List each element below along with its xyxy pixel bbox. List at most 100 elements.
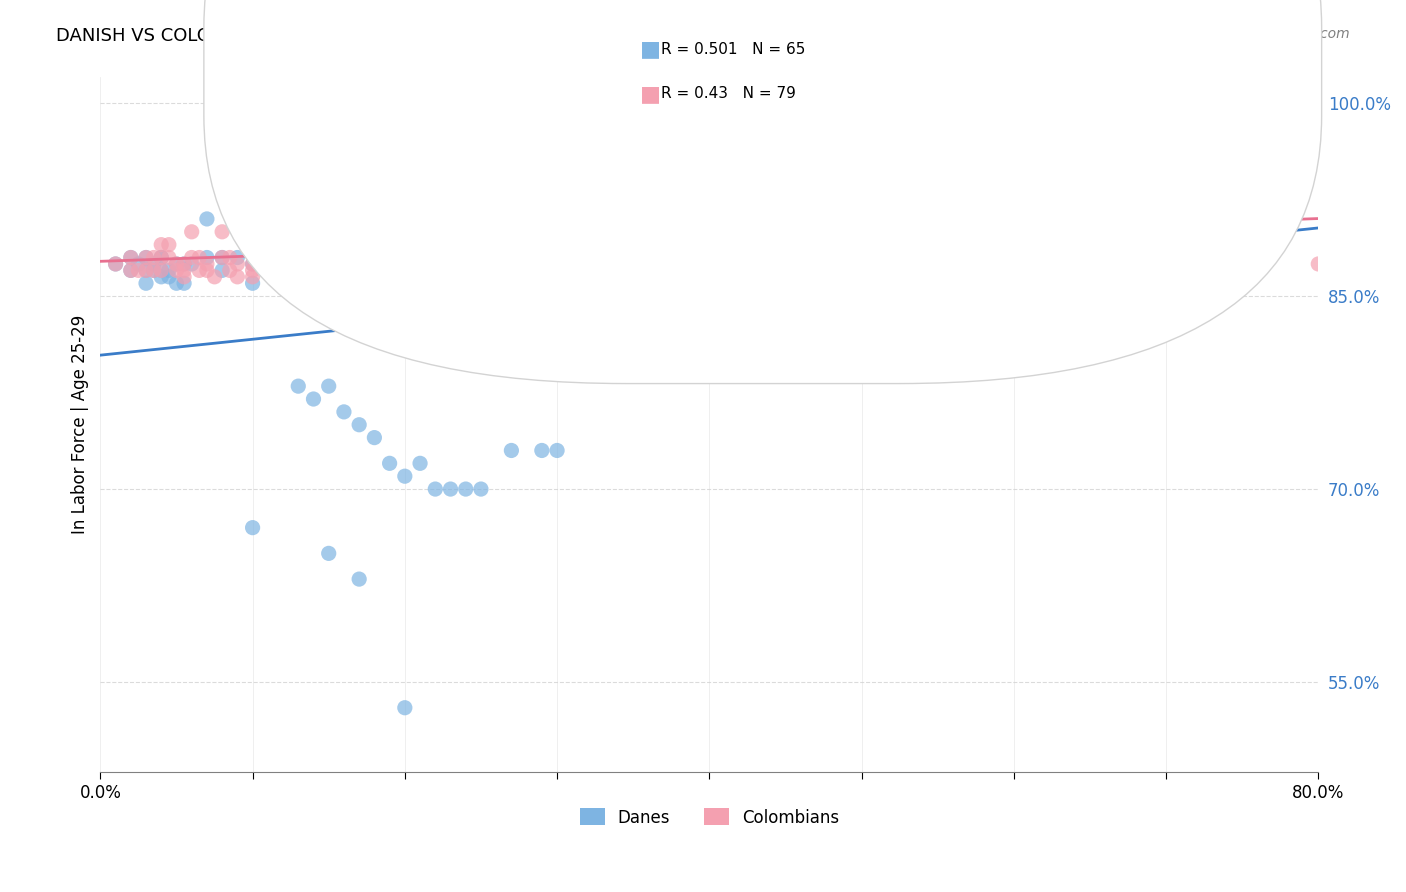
Danes: [1002, 186, 1025, 201]
Colombians: [592, 251, 614, 265]
Danes: [1246, 109, 1268, 123]
Danes: [378, 456, 401, 470]
Colombians: [820, 173, 842, 187]
Colombians: [287, 263, 309, 277]
Colombians: [287, 257, 309, 271]
Colombians: [256, 263, 278, 277]
Colombians: [226, 161, 249, 175]
Danes: [1216, 121, 1239, 136]
Colombians: [120, 263, 142, 277]
Colombians: [347, 237, 370, 252]
Danes: [142, 257, 165, 271]
Danes: [318, 546, 340, 560]
Danes: [211, 251, 233, 265]
Danes: [576, 315, 599, 329]
Danes: [394, 700, 416, 714]
Colombians: [188, 251, 211, 265]
Colombians: [195, 263, 218, 277]
Colombians: [621, 257, 644, 271]
Danes: [120, 263, 142, 277]
Danes: [173, 277, 195, 291]
Danes: [394, 469, 416, 483]
Colombians: [851, 283, 873, 297]
Danes: [668, 277, 690, 291]
Colombians: [394, 263, 416, 277]
Danes: [728, 289, 751, 303]
Danes: [1154, 135, 1177, 149]
Colombians: [378, 257, 401, 271]
Colombians: [242, 263, 264, 277]
Colombians: [621, 96, 644, 111]
Colombians: [592, 96, 614, 111]
Colombians: [759, 257, 782, 271]
Danes: [621, 263, 644, 277]
Colombians: [302, 251, 325, 265]
Danes: [759, 289, 782, 303]
Danes: [851, 263, 873, 277]
Text: R = 0.501   N = 65: R = 0.501 N = 65: [661, 42, 806, 56]
Text: DANISH VS COLOMBIAN IN LABOR FORCE | AGE 25-29 CORRELATION CHART: DANISH VS COLOMBIAN IN LABOR FORCE | AGE…: [56, 27, 741, 45]
Colombians: [668, 96, 690, 111]
Danes: [135, 251, 157, 265]
Danes: [592, 289, 614, 303]
Colombians: [759, 96, 782, 111]
Colombians: [363, 263, 385, 277]
Danes: [1185, 121, 1208, 136]
Danes: [195, 211, 218, 226]
Colombians: [637, 251, 659, 265]
Danes: [150, 251, 173, 265]
Colombians: [485, 251, 508, 265]
Danes: [195, 251, 218, 265]
Colombians: [728, 96, 751, 111]
Colombians: [1154, 251, 1177, 265]
Colombians: [242, 257, 264, 271]
Legend: Danes, Colombians: Danes, Colombians: [572, 802, 846, 833]
Colombians: [150, 263, 173, 277]
Danes: [501, 443, 523, 458]
Colombians: [150, 237, 173, 252]
Danes: [363, 431, 385, 445]
Colombians: [226, 269, 249, 284]
Danes: [242, 521, 264, 535]
Danes: [150, 263, 173, 277]
Danes: [242, 257, 264, 271]
Colombians: [439, 257, 461, 271]
Danes: [150, 269, 173, 284]
Danes: [157, 269, 180, 284]
Colombians: [135, 251, 157, 265]
Text: ■: ■: [640, 39, 661, 59]
Danes: [287, 379, 309, 393]
Danes: [439, 482, 461, 496]
Danes: [150, 251, 173, 265]
Danes: [226, 251, 249, 265]
Danes: [135, 277, 157, 291]
Colombians: [454, 263, 477, 277]
Colombians: [501, 257, 523, 271]
Text: ZIPatlas: ZIPatlas: [606, 307, 934, 376]
Danes: [546, 443, 568, 458]
Colombians: [302, 263, 325, 277]
Danes: [347, 572, 370, 586]
Colombians: [652, 257, 675, 271]
Colombians: [226, 257, 249, 271]
Colombians: [188, 263, 211, 277]
Colombians: [271, 251, 294, 265]
Danes: [1277, 121, 1299, 136]
Colombians: [142, 251, 165, 265]
Danes: [425, 482, 447, 496]
Colombians: [530, 257, 553, 271]
Y-axis label: In Labor Force | Age 25-29: In Labor Force | Age 25-29: [72, 315, 89, 534]
Colombians: [1230, 257, 1253, 271]
Colombians: [1078, 257, 1101, 271]
Colombians: [409, 251, 432, 265]
Colombians: [242, 269, 264, 284]
Danes: [347, 417, 370, 432]
Danes: [271, 257, 294, 271]
Danes: [454, 482, 477, 496]
Colombians: [204, 269, 226, 284]
Danes: [142, 263, 165, 277]
Colombians: [1308, 257, 1330, 271]
Colombians: [546, 96, 568, 111]
Danes: [470, 482, 492, 496]
Danes: [242, 277, 264, 291]
